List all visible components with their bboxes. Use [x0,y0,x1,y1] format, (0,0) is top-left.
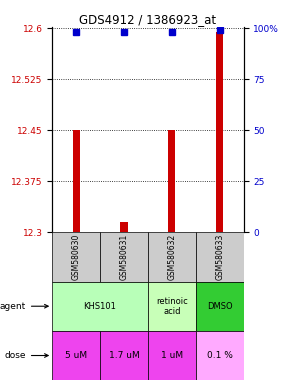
Text: dose: dose [4,351,48,360]
Bar [100,232,148,281]
Bar [100,331,148,380]
Bar [196,331,244,380]
Title: GDS4912 / 1386923_at: GDS4912 / 1386923_at [79,13,216,26]
Text: GSM580633: GSM580633 [215,234,224,280]
Bar [52,232,100,281]
Bar [52,331,100,380]
Text: GSM580632: GSM580632 [167,234,176,280]
Bar [196,232,244,281]
Bar [120,222,128,232]
Text: DMSO: DMSO [207,302,233,311]
Bar [216,31,223,232]
Bar [148,331,196,380]
Text: GSM580630: GSM580630 [72,234,81,280]
Bar [168,130,175,232]
Text: KHS101: KHS101 [84,302,117,311]
Bar [52,281,148,331]
Text: agent: agent [0,302,48,311]
Text: 5 uM: 5 uM [65,351,87,360]
Bar [148,232,196,281]
Text: 1 uM: 1 uM [161,351,183,360]
Bar [72,130,80,232]
Text: GSM580631: GSM580631 [119,234,128,280]
Bar [196,281,244,331]
Text: 0.1 %: 0.1 % [207,351,233,360]
Bar [148,281,196,331]
Text: 1.7 uM: 1.7 uM [108,351,139,360]
Text: retinoic
acid: retinoic acid [156,297,188,316]
